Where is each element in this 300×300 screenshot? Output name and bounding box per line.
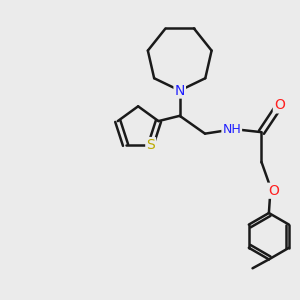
Text: O: O xyxy=(268,184,279,198)
Text: O: O xyxy=(274,98,285,112)
Text: S: S xyxy=(146,138,155,152)
Text: N: N xyxy=(175,84,185,98)
Text: NH: NH xyxy=(222,123,241,136)
